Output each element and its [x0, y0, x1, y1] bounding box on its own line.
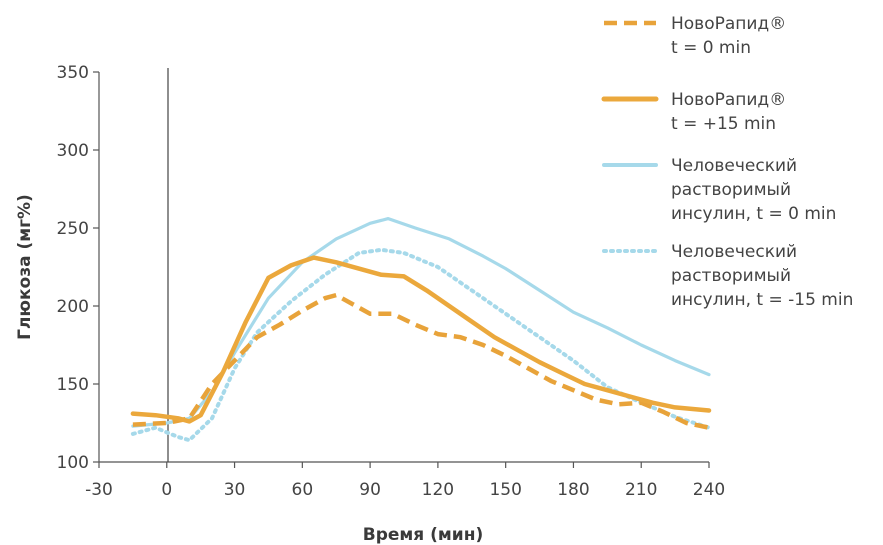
- x-axis-ticks: -30 0 30 60 90 120 150 180 210 240: [85, 462, 725, 500]
- legend-label: Человеческий: [671, 242, 797, 262]
- legend-label: инсулин, t = 0 min: [671, 204, 836, 224]
- legend: НовоРапид® t = 0 min НовоРапид® t = +15 min…: [601, 14, 853, 310]
- y-axis-ticks: 100 150 200 250 300 350: [57, 63, 99, 473]
- legend-label: НовоРапид®: [671, 90, 786, 110]
- x-tick-label: -30: [85, 480, 113, 500]
- y-tick-label: 300: [57, 141, 89, 161]
- legend-item-2: НовоРапид® t = +15 min: [601, 90, 786, 134]
- series-lines: [130, 217, 712, 443]
- legend-item-4: Человеческий растворимый инсулин, t = -15 …: [602, 242, 853, 310]
- x-tick-label: 240: [693, 480, 725, 500]
- x-tick-label: 210: [625, 480, 657, 500]
- legend-item-1: НовоРапид® t = 0 min: [604, 14, 786, 58]
- legend-label: инсулин, t = -15 min: [671, 290, 853, 310]
- x-tick-label: 30: [224, 480, 246, 500]
- legend-label: Человеческий: [671, 156, 797, 176]
- y-tick-label: 150: [57, 375, 89, 395]
- series-line-1: [132, 292, 710, 430]
- x-axis-title: Время (мин): [363, 525, 483, 545]
- x-tick-label: 90: [359, 480, 381, 500]
- legend-item-3: Человеческий растворимый инсулин, t = 0 mi…: [602, 156, 836, 224]
- legend-label: t = +15 min: [671, 114, 776, 134]
- y-tick-label: 350: [57, 63, 89, 83]
- legend-label: НовоРапид®: [671, 14, 786, 34]
- legend-label: растворимый: [671, 266, 791, 286]
- x-tick-label: 180: [557, 480, 589, 500]
- x-tick-label: 120: [422, 480, 454, 500]
- x-tick-label: 60: [292, 480, 314, 500]
- legend-label: t = 0 min: [671, 38, 751, 58]
- y-tick-label: 100: [57, 453, 89, 473]
- y-tick-label: 250: [57, 219, 89, 239]
- series-line-4: [130, 247, 711, 443]
- x-tick-label: 0: [161, 480, 172, 500]
- y-axis-title: Глюкоза (мг%): [15, 194, 35, 340]
- x-tick-label: 150: [489, 480, 521, 500]
- y-tick-label: 200: [57, 297, 89, 317]
- series-line-2: [130, 255, 712, 424]
- legend-label: растворимый: [671, 180, 791, 200]
